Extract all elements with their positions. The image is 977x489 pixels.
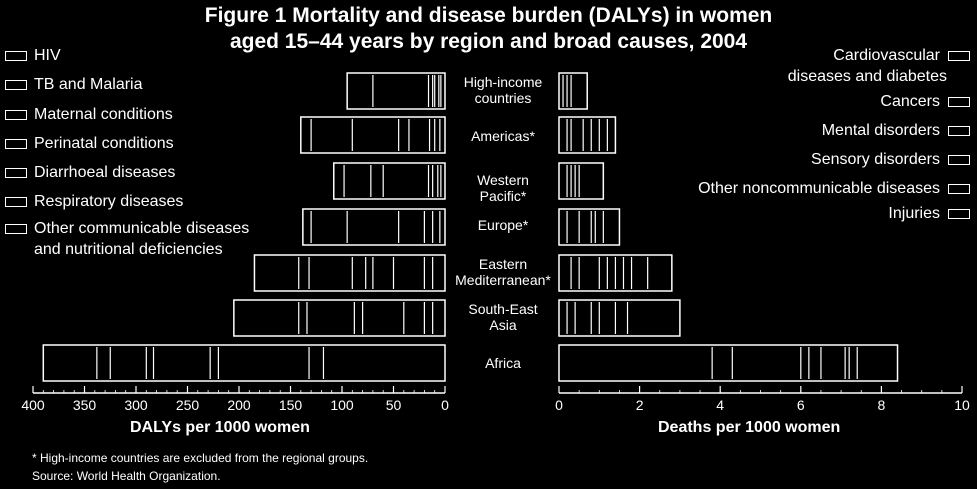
legend-cancers: Cancers [880,93,940,110]
dalys-tick-label: 300 [124,397,148,413]
legend-diarrhoeal: Diarrhoeal diseases [34,164,176,181]
mental-swatch [948,126,970,136]
region-western-pacific: Western Pacific* [477,172,529,204]
legend-cardiovascular: Cardiovascular [833,47,940,64]
deaths-bar-outline [558,208,621,246]
dalys-bar-outline [346,72,446,110]
legend-other-noncommunicable: Other noncommunicable diseases [698,180,940,197]
region-high-income: High-income countries [463,74,543,106]
deaths-tick-label: 10 [954,397,970,413]
deaths-bar-outline [558,116,617,154]
footnote: * High-income countries are excluded fro… [32,451,369,465]
diarrhoeal-swatch [5,168,27,178]
dalys-bar-outline [333,162,446,200]
tb-malaria-swatch [5,80,27,90]
legend-other-communicable: Other communicable diseases [34,220,250,237]
legend-injuries: Injuries [888,205,940,222]
dalys-tick-label: 200 [227,397,251,413]
chart-title-line1: Figure 1 Mortality and disease burden (D… [204,4,773,27]
legend-respiratory: Respiratory diseases [34,193,184,210]
legend-cardiovascular-2: diseases and diabetes [787,68,947,85]
legend-mental: Mental disorders [821,122,940,139]
deaths-bar-outline [558,344,899,382]
perinatal-swatch [5,139,27,149]
maternal-swatch [5,110,27,120]
sensory-swatch [948,155,970,165]
hiv-swatch [5,51,27,61]
chart-title-line2: aged 15–44 years by region and broad cau… [229,30,748,53]
legend-sensory: Sensory disorders [811,151,940,168]
respiratory-swatch [5,197,27,207]
dalys-axis-title: DALYs per 1000 women [130,419,310,436]
cardiovascular-swatch [948,51,970,61]
deaths-bar-outline [558,299,681,337]
legend-hiv: HIV [34,47,61,64]
dalys-tick-label: 250 [176,397,200,413]
deaths-tick-label: 2 [636,397,644,413]
dalys-bar-outline [42,344,446,382]
deaths-tick-label: 4 [716,397,724,413]
region-eastern-mediterranean: Eastern Mediterranean* [455,256,551,288]
legend-maternal: Maternal conditions [34,106,173,123]
region-south-east-asia: South-East Asia [468,301,538,333]
deaths-tick-label: 6 [797,397,805,413]
region-americas: Americas* [471,128,535,144]
dalys-tick-label: 50 [386,397,402,413]
dalys-bar-outline [233,299,446,337]
injuries-swatch [948,209,970,219]
dalys-tick-label: 150 [279,397,303,413]
deaths-bar-outline [558,162,605,200]
other-noncommunicable-swatch [948,184,970,194]
dalys-bar-outline [253,254,446,292]
deaths-bar-outline [558,72,588,110]
dalys-tick-label: 400 [21,397,45,413]
legend-tb-malaria: TB and Malaria [34,76,143,93]
region-europe: Europe* [477,217,529,233]
dalys-bar-outline [300,116,446,154]
legend-other-communicable-2: and nutritional deficiencies [34,241,223,258]
source-note: Source: World Health Organization. [32,469,221,483]
dalys-tick-label: 350 [73,397,97,413]
region-africa: Africa [485,355,521,371]
cancers-swatch [948,97,970,107]
dalys-bar-outline [302,208,446,246]
legend-perinatal: Perinatal conditions [34,135,174,152]
dalys-tick-label: 100 [330,397,354,413]
deaths-axis-title: Deaths per 1000 women [658,419,841,436]
deaths-tick-label: 8 [878,397,886,413]
deaths-tick-label: 0 [555,397,563,413]
dalys-tick-label: 0 [441,397,449,413]
other-communicable-swatch [5,224,27,234]
